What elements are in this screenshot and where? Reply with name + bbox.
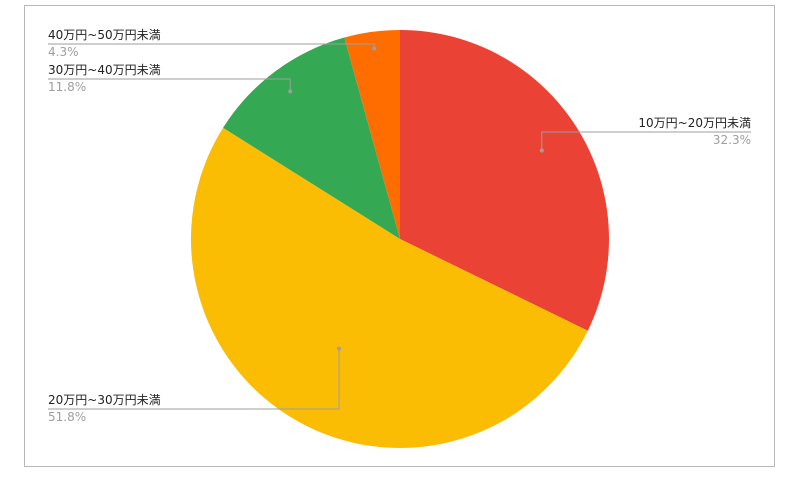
- pie-slices: [190, 30, 610, 449]
- pie-slice-4[interactable]: [344, 30, 400, 239]
- leader-dot-2: [337, 346, 341, 351]
- slice-category-label: 10万円~20万円未満: [638, 116, 751, 130]
- slice-percent-label: 4.3%: [48, 45, 79, 59]
- leader-dot-3: [288, 89, 293, 94]
- slice-percent-label: 32.3%: [713, 133, 751, 147]
- slice-category-label: 30万円~40万円未満: [48, 63, 161, 77]
- slice-percent-label: 11.8%: [48, 80, 86, 94]
- pie-labels: 10万円~20万円未満 32.3% 20万円~30万円未満 51.8% 30万円~40万…: [48, 28, 751, 424]
- pie-slice-1[interactable]: [400, 30, 610, 331]
- slice-percent-label: 51.8%: [48, 410, 86, 424]
- leader-line-3: [48, 78, 291, 92]
- pie-slice-2[interactable]: [190, 127, 588, 449]
- leader-line-1: [541, 131, 751, 151]
- leader-dot-4: [372, 46, 377, 51]
- pie-slice-3[interactable]: [223, 37, 400, 239]
- leader-dot-1: [539, 148, 544, 153]
- slice-category-label: 40万円~50万円未満: [48, 28, 161, 42]
- leader-line-2: [48, 348, 340, 410]
- slice-category-label: 20万円~30万円未満: [48, 393, 161, 407]
